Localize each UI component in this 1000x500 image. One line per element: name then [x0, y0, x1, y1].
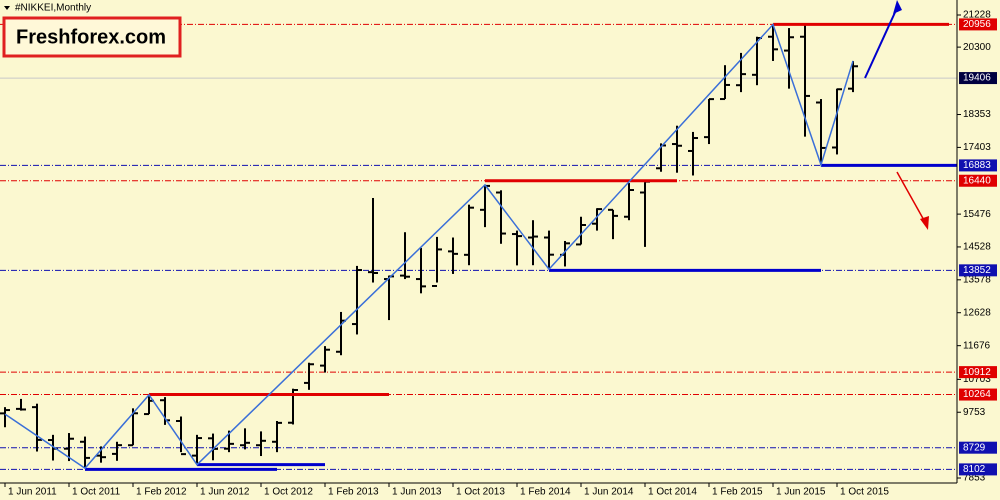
x-tick-label: 1 Jun 2014: [584, 487, 634, 498]
y-tick-label: 12628: [963, 307, 991, 318]
y-tick-label: 14528: [963, 242, 991, 253]
x-tick-label: 1 Jun 2011: [8, 487, 57, 498]
x-tick-label: 1 Oct 2011: [72, 487, 121, 498]
level-label-box: [959, 388, 997, 401]
level-label-box: [959, 72, 997, 85]
y-tick-label: 9753: [963, 407, 986, 418]
arrow-down: [896, 171, 926, 223]
brand: Freshforex.com: [16, 26, 166, 48]
x-tick-label: 1 Oct 2015: [840, 487, 889, 498]
level-label: 16883: [963, 160, 991, 171]
x-tick-label: 1 Jun 2012: [200, 487, 250, 498]
y-tick-label: 13578: [963, 274, 991, 285]
y-tick-label: 7853: [963, 473, 986, 484]
zigzag: [4, 23, 854, 470]
x-tick-label: 1 Oct 2013: [456, 487, 505, 498]
x-tick-label: 1 Oct 2012: [264, 487, 313, 498]
level-label-box: [959, 463, 997, 476]
plot-area: [0, 22, 957, 471]
level-label: 19406: [963, 73, 991, 84]
x-tick-label: 1 Feb 2012: [136, 487, 187, 498]
x-tick-label: 1 Feb 2014: [520, 487, 571, 498]
level-label: 8102: [963, 464, 986, 475]
level-label: 10912: [963, 367, 991, 378]
level-label-box: [959, 264, 997, 277]
level-label-box: [959, 174, 997, 187]
y-tick-label: 11676: [963, 340, 991, 351]
level-label: 8729: [963, 442, 986, 453]
arrow-up-head: [893, 0, 902, 14]
chart-title: #NIKKEI,Monthly: [15, 3, 91, 14]
arrow-down-head: [920, 216, 929, 230]
level-label-box: [959, 18, 997, 31]
y-tick-label: 10703: [963, 374, 991, 385]
brand-box: [2, 16, 182, 58]
y-tick-label: 17403: [963, 142, 991, 153]
x-tick-label: 1 Oct 2014: [648, 487, 697, 498]
level-label: 16440: [963, 175, 991, 186]
level-label: 20956: [963, 19, 991, 30]
x-tick-label: 1 Feb 2013: [328, 487, 379, 498]
x-tick-label: 1 Feb 2015: [712, 487, 763, 498]
level-label-box: [959, 159, 997, 172]
y-tick-label: 18353: [963, 109, 991, 120]
level-label-box: [959, 366, 997, 379]
y-tick-label: 15476: [963, 209, 991, 220]
x-tick-label: 1 Jun 2013: [392, 487, 442, 498]
y-tick-label: 20300: [963, 42, 991, 53]
arrow-up: [864, 7, 898, 79]
menu-arrow: [4, 6, 10, 10]
level-label: 10264: [963, 389, 991, 400]
level-label-box: [959, 441, 997, 454]
y-tick-label: 21228: [963, 10, 991, 21]
x-tick-label: 1 Jun 2015: [776, 487, 826, 498]
level-label: 13852: [963, 265, 991, 276]
